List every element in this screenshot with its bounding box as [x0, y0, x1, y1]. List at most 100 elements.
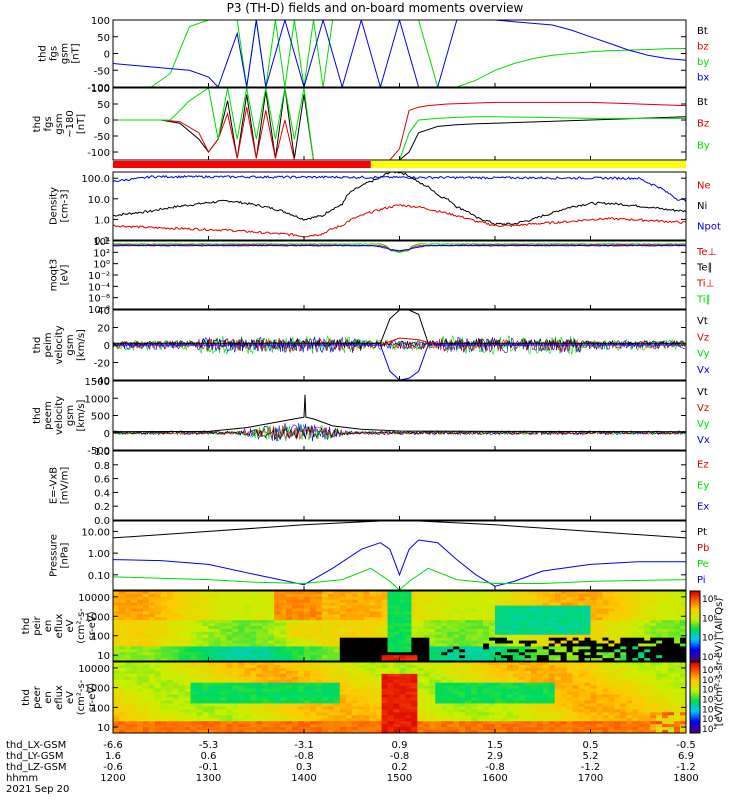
heatmap-cell — [333, 724, 341, 728]
heatmap-cell — [459, 605, 466, 609]
heatmap-cell — [333, 694, 341, 698]
heatmap-cell — [506, 730, 514, 734]
heatmap-cell — [220, 662, 227, 666]
heatmap-cell — [578, 620, 586, 624]
heatmap-cell — [304, 685, 311, 690]
heatmap-cell — [554, 712, 562, 716]
heatmap-cell — [244, 682, 251, 687]
heatmap-cell — [536, 646, 544, 650]
heatmap-cell — [178, 724, 186, 728]
heatmap-cell — [202, 614, 209, 618]
heatmap-cell — [166, 593, 174, 598]
heatmap-cell — [495, 620, 502, 624]
heatmap-cell — [321, 685, 329, 690]
heatmap-cell — [363, 611, 371, 615]
heatmap-cell — [351, 724, 359, 728]
heatmap-cell — [113, 697, 120, 701]
heatmap-cell — [304, 655, 311, 659]
heatmap-cell — [417, 721, 424, 725]
heatmap-cell — [656, 658, 663, 662]
heatmap-cell — [357, 640, 365, 644]
heatmap-cell — [113, 626, 120, 630]
heatmap-cell — [262, 649, 269, 653]
heatmap-cell — [560, 685, 568, 690]
heatmap-cell — [572, 730, 580, 734]
heatmap-cell — [566, 667, 574, 672]
heatmap-cell — [566, 670, 574, 675]
heatmap-cell — [250, 664, 257, 669]
heatmap-cell — [226, 673, 233, 678]
heatmap-cell — [459, 697, 466, 701]
heatmap-cell — [130, 637, 138, 642]
heatmap-cell — [333, 712, 341, 716]
heatmap-cell — [506, 662, 514, 666]
heatmap-cell — [566, 649, 574, 653]
heatmap-cell — [602, 593, 609, 598]
heatmap-cell — [160, 682, 168, 687]
heatmap-cell — [435, 626, 442, 630]
heatmap-cell — [274, 655, 281, 659]
colorbar-cell — [690, 598, 700, 601]
heatmap-cell — [315, 703, 323, 707]
heatmap-cell — [118, 655, 126, 659]
heatmap-cell — [483, 662, 490, 666]
series-Vt — [113, 394, 686, 433]
heatmap-cell — [339, 608, 347, 612]
heatmap-cell — [530, 637, 538, 642]
heatmap-cell — [674, 712, 681, 716]
heatmap-cell — [369, 694, 377, 698]
heatmap-cell — [447, 700, 454, 704]
heatmap-cell — [620, 712, 627, 716]
heatmap-cell — [393, 643, 400, 647]
heatmap-cell — [154, 703, 162, 707]
heatmap-cell — [387, 646, 395, 650]
heatmap-cell — [136, 676, 144, 681]
heatmap-cell — [286, 637, 293, 642]
heatmap-cell — [668, 617, 675, 621]
heatmap-cell — [500, 649, 508, 653]
heatmap-cell — [357, 637, 365, 642]
heatmap-cell — [447, 634, 454, 639]
heatmap-cell — [608, 715, 615, 719]
heatmap-cell — [315, 712, 323, 716]
heatmap-cell — [208, 649, 215, 653]
heatmap-cell — [381, 664, 389, 669]
heatmap-cell — [512, 691, 520, 696]
heatmap-cell — [142, 602, 150, 607]
heatmap-cell — [226, 596, 233, 601]
heatmap-cell — [387, 605, 395, 609]
heatmap-cell — [214, 649, 221, 653]
heatmap-cell — [632, 718, 639, 722]
heatmap-cell — [333, 676, 341, 681]
heatmap-cell — [399, 614, 406, 618]
heatmap-cell — [369, 623, 377, 627]
heatmap-cell — [309, 655, 317, 659]
heatmap-cell — [524, 664, 532, 669]
heatmap-cell — [375, 617, 383, 621]
heatmap-cell — [166, 605, 174, 609]
heatmap-cell — [250, 670, 257, 675]
heatmap-cell — [674, 643, 681, 647]
heatmap-cell — [214, 662, 221, 666]
heatmap-cell — [286, 628, 293, 633]
ytick-label: 100 — [91, 16, 110, 27]
heatmap-cell — [309, 667, 317, 672]
heatmap-cell — [339, 614, 347, 618]
heatmap-cell — [441, 640, 448, 644]
heatmap-cell — [118, 605, 126, 609]
heatmap-cell — [327, 703, 335, 707]
heatmap-cell — [512, 670, 520, 675]
heatmap-cell — [375, 712, 383, 716]
heatmap-cell — [351, 688, 359, 693]
heatmap-cell — [608, 626, 615, 630]
heatmap-cell — [268, 602, 275, 607]
heatmap-cell — [113, 694, 120, 698]
heatmap-cell — [118, 662, 126, 666]
heatmap-cell — [572, 664, 580, 669]
heatmap-cell — [142, 591, 150, 595]
heatmap-cell — [399, 703, 406, 707]
heatmap-cell — [232, 673, 239, 678]
heatmap-cell — [560, 664, 568, 669]
heatmap-cell — [477, 670, 484, 675]
heatmap-cell — [554, 709, 562, 713]
